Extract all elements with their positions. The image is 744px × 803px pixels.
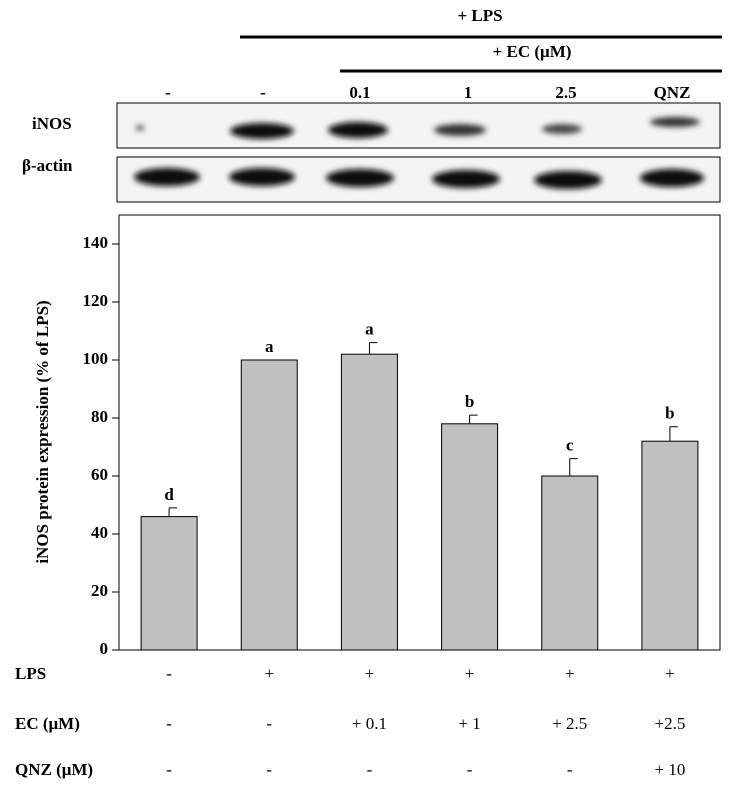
treatment-value: - [467, 760, 473, 779]
y-tick-label: 0 [100, 639, 109, 658]
treatment-value: + 10 [654, 760, 685, 779]
treatment-name: QNZ (μM) [15, 760, 93, 779]
bar [140, 516, 198, 651]
bar [441, 423, 499, 651]
treatment-value: - [166, 760, 172, 779]
lane-label: QNZ [654, 83, 691, 102]
y-tick-label: 100 [83, 349, 109, 368]
significance-label: a [365, 320, 374, 339]
treatment-value: + 0.1 [352, 714, 387, 733]
blot-row-label: iNOS [32, 114, 72, 133]
treatment-value: - [266, 714, 272, 733]
treatment-value: - [367, 760, 373, 779]
treatment-value: - [166, 714, 172, 733]
bar [541, 475, 599, 651]
bar [340, 353, 398, 651]
error-bar [569, 458, 578, 476]
y-axis-label: iNOS protein expression (% of LPS) [33, 300, 52, 563]
bar [240, 359, 298, 651]
treatment-value: - [166, 664, 172, 683]
y-tick-label: 20 [91, 581, 108, 600]
plot-frame [118, 214, 721, 651]
treatment-value: + [665, 664, 675, 683]
y-tick-label: 60 [91, 465, 108, 484]
error-bar [368, 342, 378, 355]
treatment-value: + [565, 664, 575, 683]
bar [641, 440, 699, 651]
lane-label: - [165, 83, 171, 102]
y-tick-label: 80 [91, 407, 108, 426]
y-tick-label: 120 [83, 291, 109, 310]
blot-panel [116, 156, 721, 203]
treatment-name: LPS [15, 664, 46, 683]
significance-label: b [465, 392, 474, 411]
error-bar [168, 507, 178, 517]
significance-label: d [164, 485, 174, 504]
treatment-value: + [365, 664, 375, 683]
bands [134, 117, 704, 189]
treatment-value: - [567, 760, 573, 779]
significance-label: a [265, 337, 274, 356]
significance-label: c [566, 436, 574, 455]
blot-panel [116, 102, 721, 149]
group-label: + LPS [457, 6, 502, 25]
y-tick-label: 40 [91, 523, 108, 542]
treatment-value: - [266, 760, 272, 779]
error-bar [669, 426, 678, 442]
group-label: + EC (μM) [493, 42, 572, 61]
lane-label: 2.5 [555, 83, 576, 102]
treatment-name: EC (μM) [15, 714, 80, 733]
treatment-value: +2.5 [654, 714, 685, 733]
error-bar [469, 414, 478, 424]
treatment-value: + [465, 664, 475, 683]
lane-label: 0.1 [349, 83, 370, 102]
lane-label: 1 [464, 83, 473, 102]
blot-row-label: β-actin [22, 156, 73, 175]
treatment-value: + 2.5 [552, 714, 587, 733]
significance-label: b [665, 404, 674, 423]
treatment-value: + [264, 664, 274, 683]
y-tick-label: 140 [83, 233, 109, 252]
lane-label: - [260, 83, 266, 102]
treatment-value: + 1 [458, 714, 480, 733]
